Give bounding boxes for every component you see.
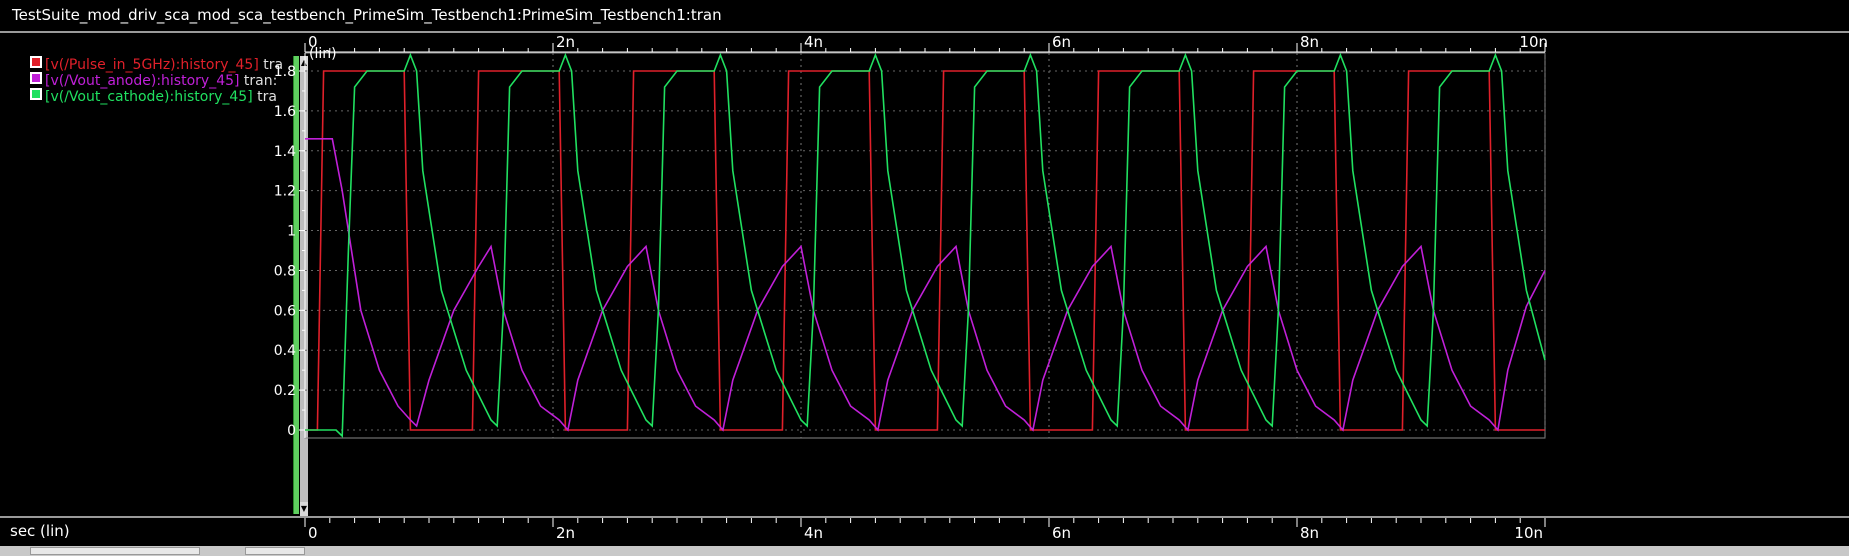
y-tick-label: 0 (287, 423, 296, 439)
legend-marker-icon[interactable] (30, 72, 42, 84)
y-tick-label: 1.8 (274, 64, 296, 80)
y-tick-label: 0.2 (274, 383, 296, 399)
x-tick-label-bottom: 8n (1300, 524, 1319, 542)
status-field (245, 547, 305, 555)
window-title-bar: TestSuite_mod_driv_sca_mod_sca_testbench… (0, 0, 1849, 33)
legend-item-pulse-in[interactable]: [v(/Pulse_in_5GHz):history_45] tra (30, 56, 296, 73)
x-tick-label-top: 0 (308, 33, 318, 51)
x-tick-label-bottom: 10n (1514, 524, 1543, 542)
series-line-1[interactable] (305, 138, 1546, 432)
y-tick-label: 1.4 (274, 144, 296, 160)
legend-tail: tra (252, 89, 277, 105)
x-tick-label-bottom: 2n (556, 524, 575, 542)
x-tick-label-bottom: 4n (804, 524, 823, 542)
x-tick-label-top: 4n (804, 33, 823, 51)
legend-marker-icon[interactable] (30, 88, 42, 100)
status-strip (0, 546, 1849, 556)
legend-tail: tran: (239, 73, 278, 89)
legend-label-vout-anode: [v(/Vout_anode):history_45] (45, 73, 240, 89)
panel-splitter[interactable] (293, 56, 299, 514)
legend-label-vout-cathode: [v(/Vout_cathode):history_45] (45, 89, 253, 105)
legend-panel: [v(/Pulse_in_5GHz):history_45] tra [v(/V… (0, 56, 296, 516)
x-tick-label-top: 6n (1052, 33, 1071, 51)
window-title: TestSuite_mod_driv_sca_mod_sca_testbench… (12, 6, 722, 24)
status-field (30, 547, 200, 555)
x-tick-label-bottom: 0 (308, 524, 318, 542)
legend-item-vout-anode[interactable]: [v(/Vout_anode):history_45] tran: (30, 72, 296, 89)
y-tick-label: 1 (287, 224, 296, 240)
x-tick-label-bottom: 6n (1052, 524, 1071, 542)
waveform-plot[interactable]: 0 2n 4n 6n 8n 10n 0 0.2 0.4 0.6 0.8 1 1.2 1.4 1.6 1.8 (l… (0, 33, 1849, 516)
legend-marker-icon[interactable] (30, 56, 42, 68)
legend-item-vout-cathode[interactable]: [v(/Vout_cathode):history_45] tra (30, 88, 296, 105)
y-tick-label: 0.6 (274, 303, 296, 319)
scroll-up-icon[interactable]: ▲ (300, 56, 308, 70)
x-axis-bar: sec (lin) 0 2n 4n 6n 8n 10n (0, 516, 1849, 546)
y-tick-label: 1.6 (274, 104, 296, 120)
y-axis-unit-label: (lin) (309, 46, 337, 62)
scroll-down-icon[interactable]: ▼ (300, 502, 308, 516)
legend-tail: tra (258, 57, 284, 73)
x-axis-unit-label: sec (lin) (10, 522, 70, 540)
x-tick-label-top: 8n (1300, 33, 1319, 51)
y-tick-label: 0.4 (274, 343, 296, 359)
x-tick-label-top: 10n (1519, 33, 1548, 51)
series-line-2[interactable] (305, 52, 1546, 438)
legend-label-pulse-in: [v(/Pulse_in_5GHz):history_45] (45, 57, 259, 73)
top-axis-strip (300, 33, 1550, 53)
bottom-axis: 0 2n 4n 6n 8n 10n (304, 518, 1546, 542)
x-tick-label-top: 2n (556, 33, 575, 51)
legend-scrollbar[interactable]: ▲ ▼ (300, 56, 308, 516)
y-tick-label: 1.2 (274, 184, 296, 200)
y-tick-label: 0.8 (274, 263, 296, 279)
series-line-0[interactable] (305, 70, 1545, 431)
